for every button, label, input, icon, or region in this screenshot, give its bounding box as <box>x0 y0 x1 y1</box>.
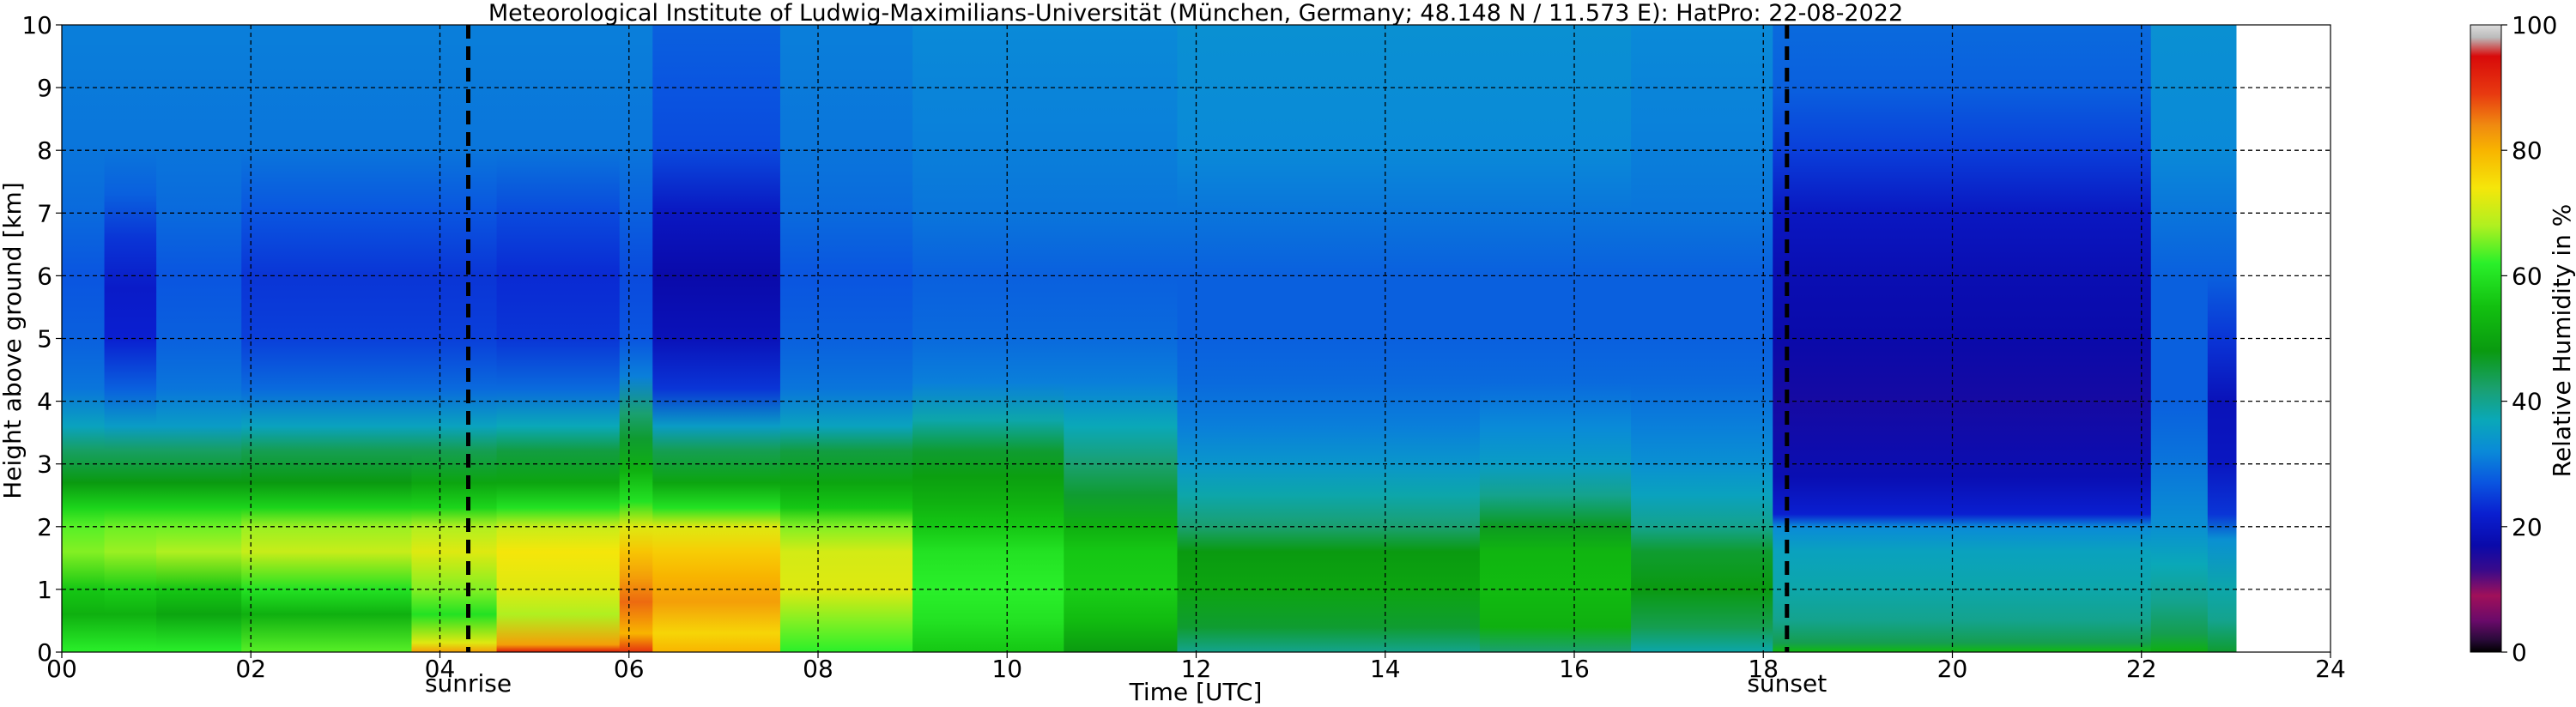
x-axis-ticks: 00 02 04 06 08 10 12 14 16 18 20 22 24 <box>46 652 2346 683</box>
x-tick-label: 10 <box>991 655 1022 683</box>
y-tick-label: 1 <box>37 576 52 604</box>
sunset-label: sunset <box>1747 669 1827 698</box>
x-tick-label: 16 <box>1559 655 1590 683</box>
y-tick-label: 3 <box>37 450 52 479</box>
colorbar-tick-label: 0 <box>2512 638 2527 667</box>
x-tick-label: 08 <box>803 655 833 683</box>
y-axis-label: Height above ground [km] <box>0 182 27 499</box>
x-tick-label: 04 <box>425 655 456 683</box>
x-tick-label: 12 <box>1181 655 1212 683</box>
y-axis-ticks: 0 1 2 3 4 5 6 7 8 9 10 <box>21 11 62 667</box>
heatmap-segment <box>62 25 106 652</box>
colorbar-tick-label: 40 <box>2512 388 2543 416</box>
x-axis-label: Time [UTC] <box>1129 678 1263 706</box>
y-tick-label: 9 <box>37 74 52 102</box>
x-tick-label: 20 <box>1937 655 1968 683</box>
colorbar-tick-label: 100 <box>2512 11 2557 39</box>
x-tick-label: 14 <box>1370 655 1401 683</box>
y-tick-label: 8 <box>37 136 52 165</box>
colorbar-ticks: 0 20 40 60 80 100 <box>2501 11 2557 667</box>
x-tick-label: 24 <box>2315 655 2346 683</box>
y-tick-label: 7 <box>37 199 52 227</box>
x-tick-label: 22 <box>2126 655 2157 683</box>
x-tick-label: 06 <box>614 655 645 683</box>
y-tick-label: 2 <box>37 513 52 541</box>
heatmap-segment <box>411 25 498 652</box>
heatmap-segment <box>652 25 781 652</box>
colorbar-label: Relative Humidity in % <box>2548 204 2576 478</box>
heatmap-segment <box>779 25 913 652</box>
colorbar <box>2470 24 2502 653</box>
y-tick-label: 6 <box>37 262 52 290</box>
x-tick-label: 00 <box>46 655 77 683</box>
y-tick-label: 0 <box>37 638 52 667</box>
sun-markers: sunrise sunset <box>425 25 1827 698</box>
x-tick-label: 18 <box>1748 655 1779 683</box>
y-tick-label: 5 <box>37 325 52 354</box>
grid-lines <box>62 25 2331 652</box>
y-tick-label: 4 <box>37 388 52 416</box>
sunrise-label: sunrise <box>425 669 512 698</box>
colorbar-tick-label: 60 <box>2512 262 2543 290</box>
y-tick-label: 10 <box>21 11 52 39</box>
colorbar-tick-label: 20 <box>2512 513 2543 541</box>
colorbar-tick-label: 80 <box>2512 136 2543 165</box>
x-tick-label: 02 <box>235 655 266 683</box>
chart-title: Meteorological Institute of Ludwig-Maxim… <box>488 0 1903 27</box>
heatmap-segment <box>156 25 242 652</box>
